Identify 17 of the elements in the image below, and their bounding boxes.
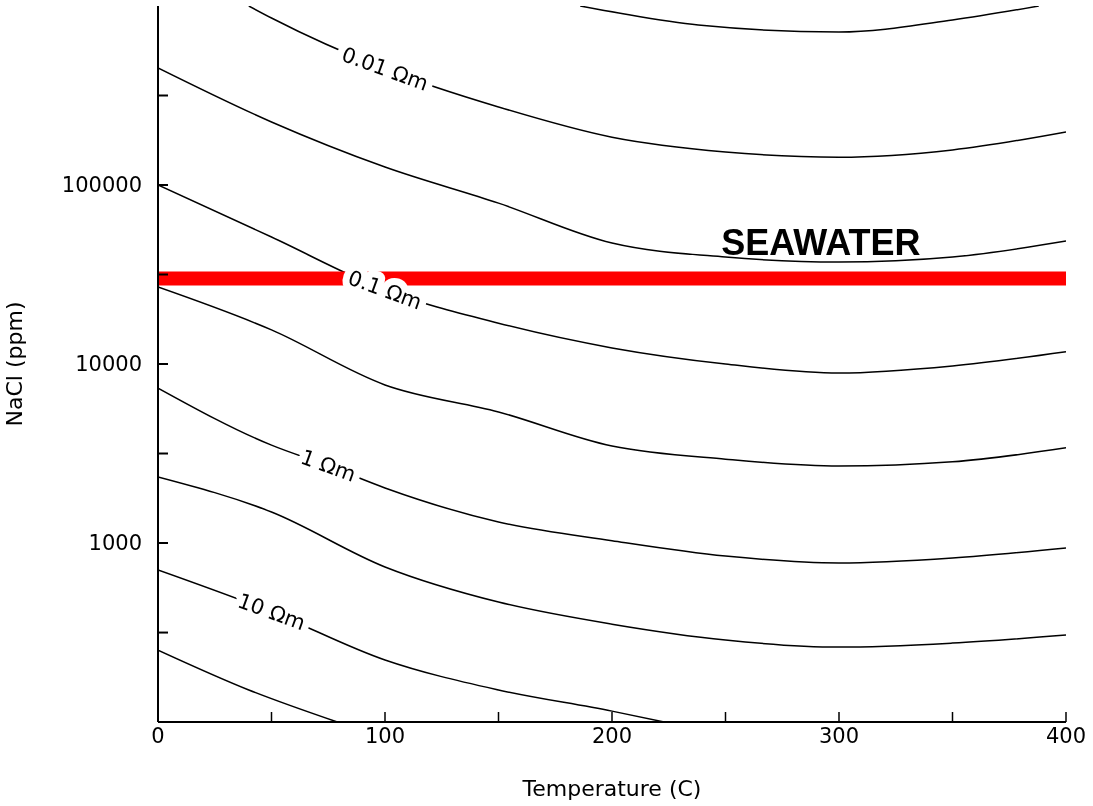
line-series (579, 6, 1040, 33)
x-tick-label: 0 (151, 723, 165, 748)
y-tick-label: 100000 (61, 173, 142, 198)
x-tick-label: 100 (364, 723, 406, 748)
annotation: 10 Ωm (234, 588, 309, 636)
annotation: 1 Ωm (297, 444, 359, 487)
y-tick-label: 10000 (75, 352, 142, 377)
x-axis-title: Temperature (C) (521, 776, 702, 801)
annotation: 0.1 Ωm (344, 265, 426, 315)
x-tick-label: 300 (818, 723, 860, 748)
x-tick-label: 200 (591, 723, 633, 748)
y-axis-title: NaCl (ppm) (1, 301, 27, 427)
y-tick-label: 1000 (88, 531, 142, 556)
annotation: 0.01 Ωm (338, 42, 432, 96)
ref-line-label: SEAWATER (721, 221, 921, 263)
line-series (248, 6, 1066, 158)
x-tick-label: 400 (1045, 723, 1087, 748)
